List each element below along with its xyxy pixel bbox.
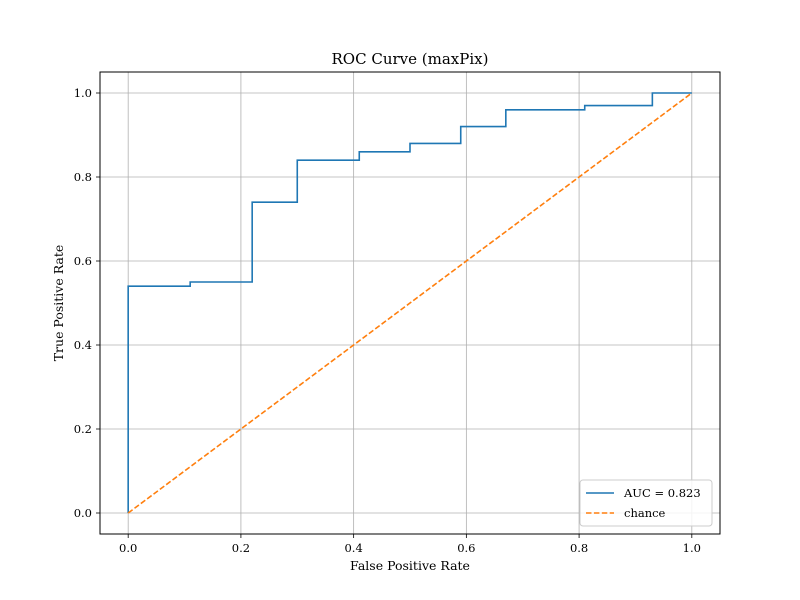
x-tick-label: 0.0 [119, 541, 137, 555]
plot-frame [99, 71, 721, 535]
series-line-chance [127, 92, 693, 514]
x-axis-label: False Positive Rate [350, 558, 470, 573]
legend-label: chance [624, 506, 666, 520]
x-tick-label: 0.6 [457, 541, 475, 555]
grid-lines [100, 72, 720, 534]
y-tick-label: 1.0 [74, 86, 92, 100]
x-tick-label: 1.0 [683, 541, 701, 555]
y-tick-label: 0.8 [74, 170, 92, 184]
axis-ticks: 0.0 0.2 0.4 0.6 0.8 1.0 0.0 0.2 0.4 0.6 0.8 1.0 [74, 86, 701, 555]
x-tick-label: 0.8 [570, 541, 588, 555]
chart-title: ROC Curve (maxPix) [332, 50, 489, 68]
y-axis-label: True Positive Rate [51, 245, 66, 362]
y-tick-label: 0.6 [74, 254, 92, 268]
series-line-auc-0-823 [127, 92, 692, 513]
y-tick-label: 0.2 [74, 422, 92, 436]
plot-series [127, 92, 693, 514]
y-tick-label: 0.0 [74, 506, 92, 520]
x-tick-label: 0.2 [232, 541, 250, 555]
legend-box [579, 479, 713, 527]
x-tick-label: 0.4 [344, 541, 362, 555]
legend-label: AUC = 0.823 [623, 486, 701, 500]
y-tick-label: 0.4 [74, 338, 92, 352]
legend: AUC = 0.823 chance [579, 479, 713, 527]
